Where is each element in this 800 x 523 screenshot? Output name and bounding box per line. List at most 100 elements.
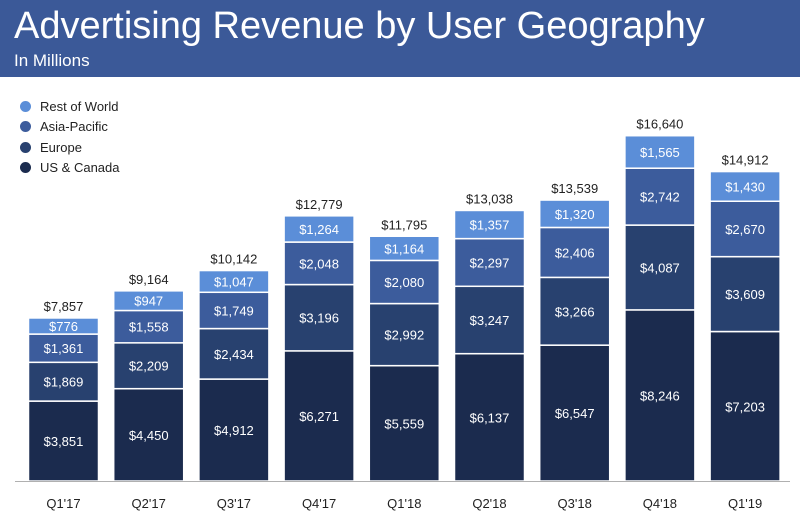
- x-tick-label: Q1'17: [46, 496, 80, 511]
- bar-segment: [27, 400, 100, 482]
- x-tick-label: Q3'17: [217, 496, 251, 511]
- segment-value-label: $2,406: [555, 245, 595, 260]
- bar-segment: [283, 283, 355, 352]
- legend-swatch-rest-of-world: [20, 100, 31, 112]
- x-tick-label: Q4'18: [643, 496, 677, 511]
- legend-swatch-europe: [20, 141, 31, 153]
- legend-swatch-asia-pacific: [20, 121, 31, 133]
- x-tick-label: Q3'18: [558, 496, 592, 511]
- segment-value-label: $2,080: [384, 275, 424, 290]
- legend-item-rest-of-world: Rest of World: [20, 96, 120, 117]
- segment-value-label: $7,203: [725, 399, 765, 414]
- bar-segment: [283, 215, 355, 243]
- bar-total-label: $13,038: [466, 191, 513, 206]
- header-banner: Advertising Revenue by User Geography In…: [0, 0, 800, 77]
- legend-item-europe: Europe: [20, 137, 120, 158]
- segment-value-label: $1,749: [214, 303, 254, 318]
- bar-segment: [27, 361, 100, 402]
- segment-value-label: $1,430: [725, 179, 765, 194]
- segment-value-label: $2,297: [470, 255, 510, 270]
- segment-value-label: $2,048: [299, 256, 339, 271]
- segment-value-label: $3,609: [725, 287, 765, 302]
- bar-segment: [538, 199, 611, 229]
- legend-label-rest-of-world: Rest of World: [40, 98, 119, 114]
- bar-segment: [27, 317, 100, 335]
- bar-segment: [624, 309, 696, 482]
- segment-value-label: $1,565: [640, 145, 680, 160]
- segment-value-label: $8,246: [640, 388, 680, 403]
- bar-segment: [453, 209, 526, 240]
- bar-total-label: $12,779: [296, 197, 343, 212]
- bar-segment: [453, 285, 526, 355]
- bar-segment: [198, 378, 270, 482]
- legend-label-europe: Europe: [40, 139, 82, 155]
- bar-segment: [538, 226, 611, 279]
- bar-total-label: $14,912: [722, 153, 769, 168]
- bar-segment: [112, 290, 185, 312]
- segment-value-label: $6,271: [299, 409, 339, 424]
- segment-value-label: $1,357: [470, 218, 510, 233]
- segment-value-label: $1,047: [214, 274, 254, 289]
- legend-item-us-canada: US & Canada: [20, 158, 120, 179]
- segment-value-label: $1,320: [555, 207, 595, 222]
- segment-value-label: $1,558: [129, 320, 169, 335]
- segment-value-label: $2,742: [640, 190, 680, 205]
- segment-value-label: $3,266: [555, 304, 595, 319]
- segment-value-label: $2,434: [214, 347, 254, 362]
- bar-segment: [624, 134, 696, 169]
- segment-value-label: $3,247: [470, 313, 510, 328]
- bar-segment: [709, 170, 781, 202]
- segment-value-label: $4,450: [129, 428, 169, 443]
- bar-segment: [368, 364, 441, 482]
- legend-label-us-canada: US & Canada: [40, 160, 120, 176]
- bar-total-label: $10,142: [210, 252, 257, 267]
- bar-segment: [624, 224, 696, 311]
- bar-segment: [709, 200, 781, 258]
- segment-value-label: $5,559: [384, 416, 424, 431]
- bar-segment: [27, 333, 100, 364]
- segment-value-label: $1,361: [44, 341, 84, 356]
- segment-value-label: $3,196: [299, 311, 339, 326]
- bar-segment: [283, 350, 355, 482]
- segment-value-label: $3,851: [44, 434, 84, 449]
- bar-segment: [283, 241, 355, 286]
- segment-value-label: $776: [49, 319, 78, 334]
- segment-value-label: $1,264: [299, 222, 339, 237]
- segment-value-label: $2,209: [129, 359, 169, 374]
- bar-segment: [198, 269, 270, 294]
- x-tick-label: Q2'17: [132, 496, 166, 511]
- segment-value-label: $4,912: [214, 423, 254, 438]
- bar-segment: [112, 309, 185, 344]
- bar-segment: [198, 327, 270, 380]
- bar-total-label: $16,640: [636, 117, 683, 132]
- bar-total-label: $7,857: [44, 299, 84, 314]
- legend: Rest of World Asia-Pacific Europe US & C…: [20, 96, 120, 178]
- bar-total-label: $13,539: [551, 181, 598, 196]
- bar-segment: [624, 167, 696, 226]
- x-tick-label: Q1'19: [728, 496, 762, 511]
- chart-title: Advertising Revenue by User Geography: [14, 5, 705, 47]
- segment-value-label: $6,547: [555, 406, 595, 421]
- x-tick-label: Q2'18: [472, 496, 506, 511]
- bar-segment: [538, 276, 611, 346]
- segment-value-label: $2,670: [725, 222, 765, 237]
- segment-value-label: $1,869: [44, 375, 84, 390]
- segment-value-label: $947: [134, 294, 163, 309]
- segment-value-label: $2,992: [384, 328, 424, 343]
- bar-segment: [368, 235, 441, 262]
- x-tick-label: Q1'18: [387, 496, 421, 511]
- segment-value-label: $6,137: [470, 410, 510, 425]
- bar-segment: [112, 342, 185, 390]
- segment-value-label: $1,164: [384, 241, 424, 256]
- bar-segment: [368, 302, 441, 367]
- segment-value-label: $4,087: [640, 260, 680, 275]
- bar-total-label: $9,164: [129, 272, 169, 287]
- x-tick-label: Q4'17: [302, 496, 336, 511]
- bar-segment: [709, 330, 781, 482]
- legend-swatch-us-canada: [20, 162, 31, 174]
- legend-label-asia-pacific: Asia-Pacific: [40, 119, 108, 135]
- legend-item-asia-pacific: Asia-Pacific: [20, 117, 120, 138]
- chart-subtitle: In Millions: [14, 51, 90, 70]
- bar-total-label: $11,795: [381, 217, 427, 232]
